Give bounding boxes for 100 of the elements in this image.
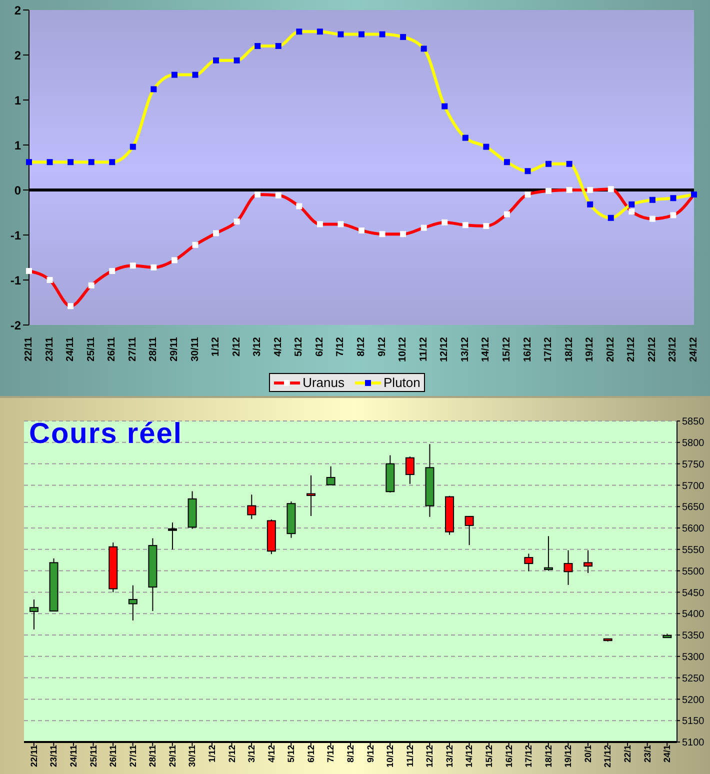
- y-tick-label: 1: [14, 93, 22, 108]
- x-tick-label: 10/12: [398, 336, 409, 362]
- x-tick-label: 11/12: [418, 336, 430, 362]
- x-tick-label: 17/12: [543, 336, 554, 362]
- x-tick-label: 20/1: [582, 745, 593, 763]
- y-tick-label: 5150: [682, 716, 705, 728]
- x-tick-label: 29/11: [167, 745, 178, 768]
- candlestick: [524, 553, 534, 572]
- x-tick-label: 8/12: [356, 336, 367, 356]
- candlestick: [544, 536, 553, 572]
- x-tick-label: 20/12: [605, 336, 616, 362]
- x-tick-label: 25/11: [88, 745, 98, 768]
- x-tick-label: 27/11: [128, 745, 138, 768]
- x-tick-label: 16/12: [504, 745, 514, 768]
- x-tick-label: 4/12: [266, 745, 276, 763]
- x-tick-label: 22/1: [622, 745, 633, 763]
- candlestick: [464, 516, 474, 546]
- x-tick-label: 21/12: [626, 336, 638, 362]
- x-tick-label: 15/12: [501, 336, 512, 362]
- y-tick-label: 5300: [682, 652, 705, 663]
- x-tick-label: 7/12: [335, 336, 346, 356]
- x-tick-label: 3/12: [252, 336, 264, 356]
- x-tick-label: 6/12: [306, 745, 316, 763]
- x-tick-label: 9/12: [376, 336, 388, 356]
- y-tick-label: 5600: [682, 524, 705, 535]
- x-tick-label: 10/12: [385, 745, 396, 768]
- y-tick-label: 0: [14, 183, 22, 198]
- x-tick-label: 24/1: [662, 745, 672, 763]
- candlestick: [564, 550, 573, 586]
- x-tick-label: 24/12: [688, 336, 700, 362]
- x-tick-label: 13/12: [444, 745, 454, 768]
- x-tick-label: 6/12: [314, 336, 326, 356]
- y-tick-label: 5850: [682, 416, 705, 428]
- y-tick-label: 5250: [682, 673, 705, 684]
- y-tick-label: 5500: [682, 566, 705, 578]
- x-tick-label: 15/12: [484, 745, 494, 768]
- x-tick-label: 22/11: [24, 336, 34, 362]
- x-tick-label: 23/11: [48, 745, 59, 768]
- x-tick-label: 21/12: [602, 745, 613, 768]
- x-tick-label: 28/11: [148, 745, 158, 768]
- x-tick-label: 22/12: [646, 336, 658, 362]
- x-tick-label: 26/11: [106, 336, 118, 362]
- x-tick-label: 23/11: [44, 336, 56, 362]
- y-tick-label: 5700: [682, 480, 705, 492]
- candlestick: [168, 522, 177, 550]
- x-tick-label: 12/12: [424, 745, 435, 768]
- y-tick-label: 5800: [682, 438, 705, 449]
- candlestick: [29, 598, 38, 630]
- x-tick-label: 9/12: [365, 745, 376, 763]
- x-tick-label: 30/11: [187, 745, 198, 768]
- x-tick-label: 26/11: [108, 745, 118, 768]
- x-tick-label: 24/11: [65, 336, 76, 362]
- x-tick-label: 30/11: [190, 336, 201, 362]
- y-tick-label: 5550: [682, 544, 705, 556]
- y-tick-label: 2: [14, 3, 22, 18]
- y-tick-label: 5650: [682, 502, 705, 514]
- x-tick-label: 14/12: [480, 336, 492, 362]
- x-tick-label: 4/12: [272, 336, 284, 356]
- x-tick-label: 24/11: [68, 745, 78, 768]
- candlestick: [247, 494, 256, 520]
- x-tick-label: 1/12: [206, 745, 217, 763]
- candlestick: [405, 456, 414, 484]
- x-tick-label: 23/1: [642, 745, 652, 763]
- x-tick-label: 23/12: [668, 336, 679, 362]
- x-tick-label: 13/12: [460, 336, 471, 362]
- x-tick-label: 28/11: [148, 336, 160, 362]
- candlestick: [584, 550, 593, 574]
- x-tick-label: 7/12: [326, 745, 336, 763]
- x-tick-label: 18/12: [564, 336, 575, 362]
- legend-label: Uranus: [302, 375, 345, 390]
- y-tick-label: 2: [14, 48, 22, 62]
- y-tick-label: 5400: [682, 609, 705, 620]
- y-tick-label: 5200: [682, 694, 705, 706]
- y-tick-label: 1: [14, 138, 22, 152]
- y-tick-label: -1: [10, 228, 22, 242]
- candlestick: [326, 466, 336, 486]
- x-tick-label: 16/12: [522, 336, 534, 362]
- x-tick-label: 8/12: [346, 745, 356, 763]
- candlestick: [306, 474, 316, 517]
- y-tick-label: 5100: [682, 738, 705, 749]
- x-tick-label: 25/11: [86, 336, 97, 362]
- x-tick-label: 19/12: [563, 745, 574, 768]
- x-tick-label: 12/12: [439, 336, 450, 362]
- x-tick-label: 2/12: [226, 745, 237, 763]
- x-tick-label: 22/11: [28, 745, 39, 768]
- chart-title: Cours réel: [29, 418, 182, 451]
- y-tick-label: 5750: [682, 459, 705, 470]
- x-tick-label: 29/11: [168, 336, 180, 362]
- x-tick-label: 27/11: [127, 336, 138, 362]
- y-tick-label: 5450: [682, 588, 705, 599]
- x-tick-label: 3/12: [246, 745, 257, 763]
- x-tick-label: 2/12: [231, 336, 242, 356]
- y-tick-label: 5350: [682, 630, 705, 642]
- x-tick-label: 5/12: [294, 336, 305, 356]
- legend-label: Pluton: [384, 375, 420, 390]
- x-tick-label: 5/12: [286, 745, 296, 763]
- x-tick-label: 17/12: [524, 745, 534, 768]
- candlestick: [128, 584, 138, 621]
- x-tick-label: 18/12: [543, 745, 554, 768]
- y-tick-label: -1: [10, 273, 22, 288]
